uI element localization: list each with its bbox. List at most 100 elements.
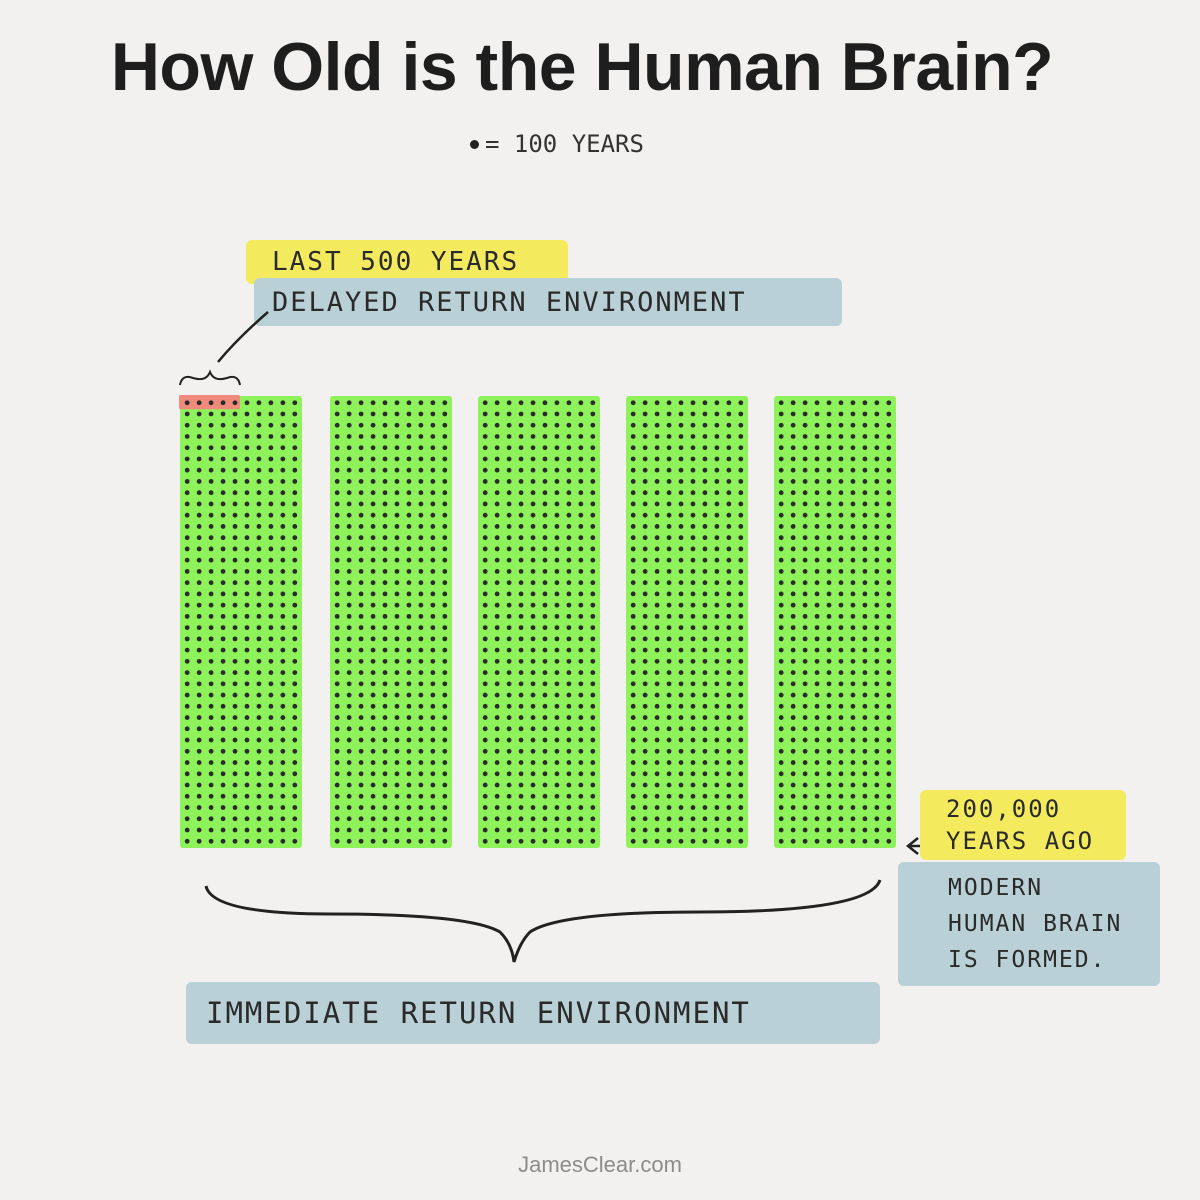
year-dot	[506, 838, 512, 844]
year-dot	[802, 422, 808, 428]
year-dot	[382, 793, 388, 799]
year-dot	[590, 434, 596, 439]
year-dot	[838, 524, 844, 529]
year-dot	[268, 692, 274, 698]
year-dot	[430, 748, 436, 754]
year-dot	[292, 569, 298, 574]
year-dot	[442, 512, 448, 518]
year-dot	[702, 715, 708, 720]
year-dot	[232, 456, 238, 462]
year-dot	[566, 816, 572, 822]
year-dot	[738, 479, 744, 484]
year-dot	[184, 737, 190, 743]
year-dot	[530, 591, 536, 597]
year-dot	[678, 793, 684, 799]
year-dot	[554, 760, 560, 765]
year-dot	[578, 501, 584, 507]
year-dot	[280, 636, 286, 642]
year-dot	[442, 613, 448, 619]
year-dot	[678, 456, 684, 462]
year-dot	[850, 827, 856, 833]
year-dot	[790, 591, 796, 597]
year-dot	[542, 557, 548, 563]
year-dot	[862, 535, 868, 541]
year-dot	[196, 602, 202, 608]
year-dot	[358, 793, 364, 799]
year-dot	[482, 490, 488, 496]
year-dot	[678, 602, 684, 608]
year-dot	[654, 737, 660, 743]
year-dot	[678, 816, 684, 822]
grid-column-1	[180, 396, 302, 848]
year-dot	[184, 726, 190, 732]
year-dot	[358, 602, 364, 608]
year-dot	[654, 400, 660, 406]
year-dot	[790, 647, 796, 653]
year-dot	[268, 703, 274, 709]
year-dot	[790, 422, 796, 428]
year-dot	[702, 827, 708, 833]
year-dot	[220, 805, 226, 810]
year-dot	[678, 490, 684, 496]
year-dot	[334, 501, 340, 507]
year-dot	[232, 793, 238, 799]
year-dot	[530, 782, 536, 788]
year-dot	[292, 805, 298, 810]
year-dot	[208, 760, 214, 765]
year-dot	[232, 670, 238, 675]
year-dot	[738, 625, 744, 631]
year-dot	[256, 479, 262, 484]
year-dot	[518, 501, 524, 507]
year-dot	[814, 636, 820, 642]
year-dot	[382, 569, 388, 574]
year-dot	[268, 479, 274, 484]
year-dot	[334, 490, 340, 496]
year-dot	[886, 805, 892, 810]
year-dot	[406, 613, 412, 619]
year-dot	[418, 715, 424, 720]
year-dot	[482, 546, 488, 552]
year-dot	[430, 692, 436, 698]
year-dot	[208, 501, 214, 507]
year-dot	[714, 580, 720, 586]
year-dot	[494, 670, 500, 675]
year-dot	[542, 569, 548, 574]
year-dot	[542, 715, 548, 720]
year-dot	[726, 793, 732, 799]
year-dot	[358, 445, 364, 451]
year-dot	[280, 715, 286, 720]
year-dot	[714, 479, 720, 484]
year-dot	[802, 782, 808, 788]
year-dot	[482, 827, 488, 833]
year-dot	[430, 400, 436, 406]
year-dot	[642, 580, 648, 586]
year-dot	[208, 715, 214, 720]
year-dot	[220, 715, 226, 720]
year-dot	[738, 748, 744, 754]
year-dot	[382, 636, 388, 642]
year-dot	[814, 400, 820, 406]
year-dot	[232, 569, 238, 574]
year-dot	[418, 411, 424, 417]
year-dot	[280, 456, 286, 462]
year-dot	[850, 670, 856, 675]
year-dot	[862, 445, 868, 451]
year-dot	[370, 625, 376, 631]
year-dot	[208, 546, 214, 552]
year-dot	[542, 670, 548, 675]
year-dot	[256, 501, 262, 507]
year-dot	[826, 703, 832, 709]
year-dot	[838, 479, 844, 484]
year-dot	[442, 670, 448, 675]
year-dot	[714, 816, 720, 822]
year-dot	[208, 490, 214, 496]
year-dot	[220, 625, 226, 631]
year-dot	[814, 838, 820, 844]
year-dot	[292, 602, 298, 608]
year-dot	[268, 535, 274, 541]
year-dot	[886, 490, 892, 496]
year-dot	[442, 838, 448, 844]
year-dot	[268, 445, 274, 451]
year-dot	[220, 838, 226, 844]
year-dot	[280, 479, 286, 484]
